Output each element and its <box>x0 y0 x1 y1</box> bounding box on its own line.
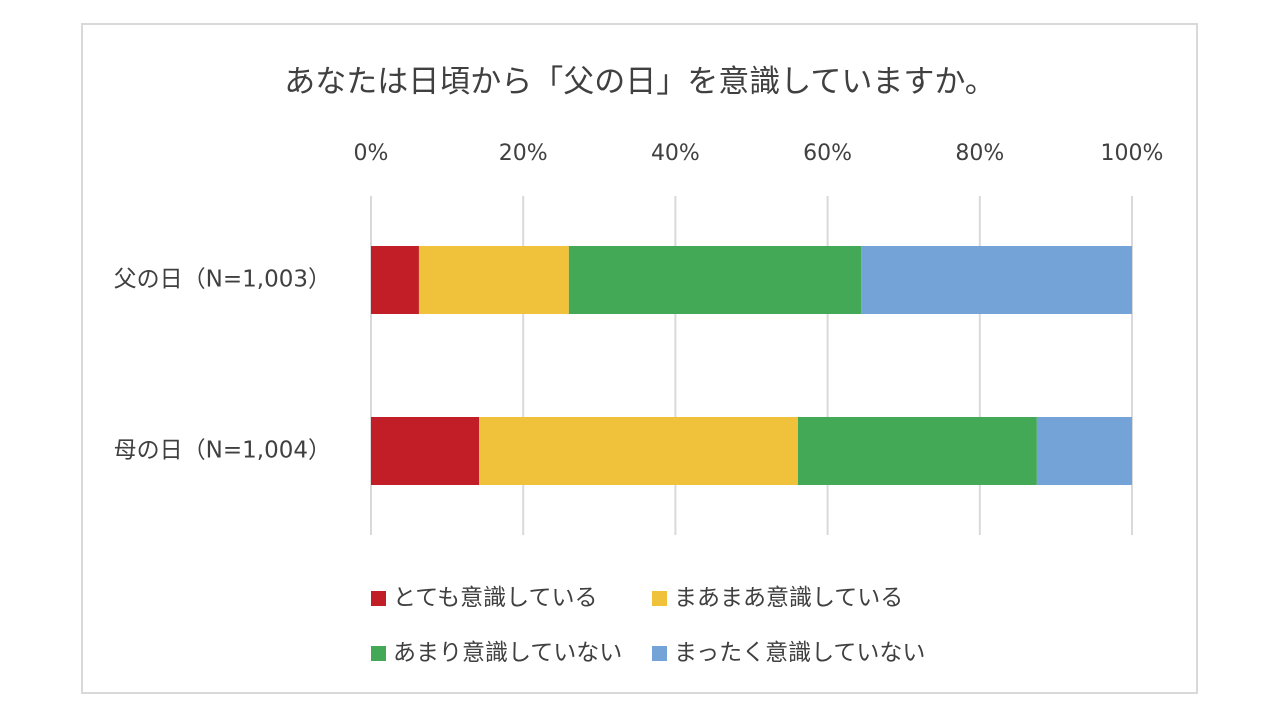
bar-segment <box>1036 417 1132 485</box>
x-axis-ticks: 0% 20% 40% 60% 80% 100% <box>354 141 1164 166</box>
bar-segment <box>371 246 419 314</box>
x-tick-label: 40% <box>651 141 700 166</box>
x-tick-label: 80% <box>955 141 1004 166</box>
bar-segment <box>861 246 1132 314</box>
category-label: 父の日（N=1,003） <box>114 267 331 293</box>
x-tick-label: 100% <box>1101 141 1164 166</box>
category-label: 母の日（N=1,004） <box>114 438 331 464</box>
bar-segment <box>479 417 798 485</box>
x-tick-label: 0% <box>354 141 389 166</box>
bars <box>371 246 1132 485</box>
bar-segment <box>371 417 480 485</box>
chart-title: あなたは日頃から「父の日」を意識していますか。 <box>284 64 996 100</box>
bar-segment <box>418 246 569 314</box>
chart-frame <box>81 23 1198 694</box>
x-tick-label: 60% <box>803 141 852 166</box>
bar-segment <box>797 417 1037 485</box>
category-labels: 父の日（N=1,003） 母の日（N=1,004） <box>114 267 331 464</box>
bar-segment <box>568 246 862 314</box>
x-tick-label: 20% <box>499 141 548 166</box>
